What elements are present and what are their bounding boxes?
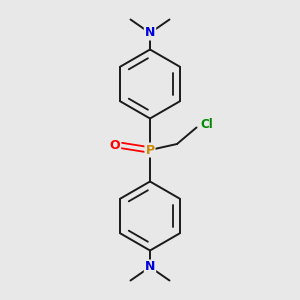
Text: Cl: Cl — [200, 118, 213, 131]
Text: O: O — [110, 139, 120, 152]
Text: N: N — [145, 260, 155, 274]
Text: P: P — [146, 143, 154, 157]
Text: N: N — [145, 26, 155, 40]
